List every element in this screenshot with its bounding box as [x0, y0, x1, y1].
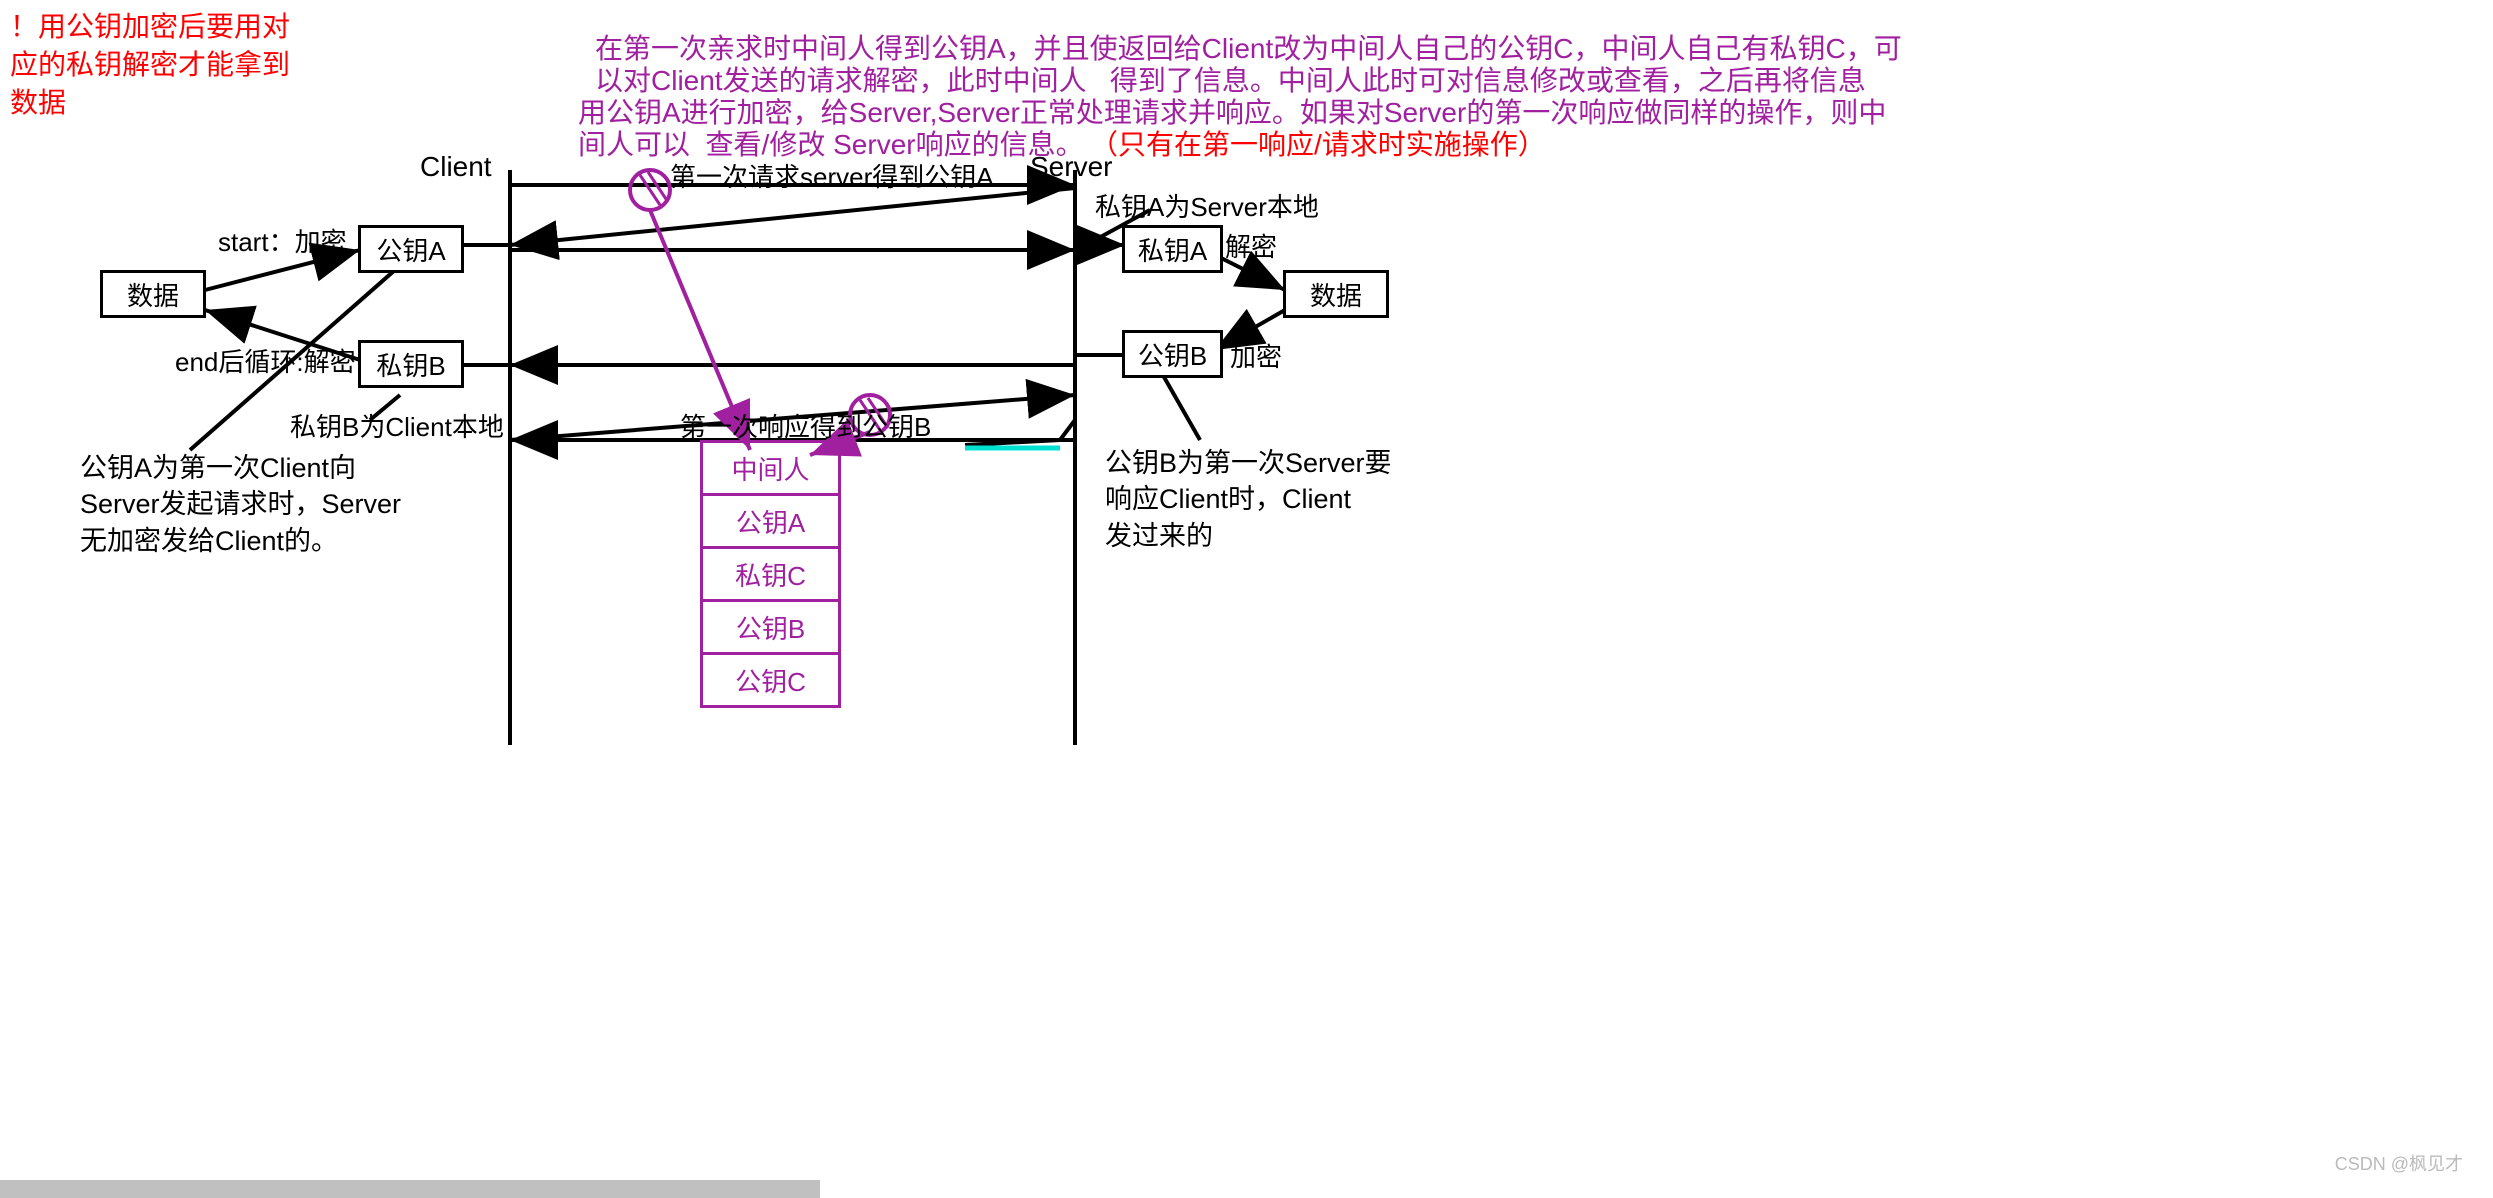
privA-local-label: 私钥A为Server本地	[1095, 190, 1319, 225]
privB-box: 私钥B	[358, 340, 464, 388]
mitm-r2-box: 私钥C	[700, 546, 841, 602]
privA-box: 私钥A	[1122, 225, 1223, 273]
encrypt-label: 加密	[1230, 340, 1282, 375]
end-loop-label: end后循环:解密	[175, 345, 356, 380]
data-right-box: 数据	[1283, 270, 1389, 318]
privB-local-label: 私钥B为Client本地	[290, 410, 504, 445]
first-req-label: 第一次请求server得到公钥A	[670, 160, 994, 195]
pubA: 公钥A	[376, 231, 445, 268]
privB: 私钥B	[376, 346, 445, 383]
note-a: 公钥A为第一次Client向 Server发起请求时，Server 无加密发给C…	[80, 450, 401, 559]
mitm-title-box: 中间人	[700, 440, 841, 496]
mitm-r3: 公钥B	[736, 609, 805, 646]
pubB-box: 公钥B	[1122, 330, 1223, 378]
client-label: Client	[420, 148, 492, 186]
mitm-r4: 公钥C	[735, 662, 806, 699]
para-line4a: 间人可以 查看/修改 Server响应的信息。	[578, 126, 1091, 164]
mitm-r1-box: 公钥A	[700, 493, 841, 549]
dataR: 数据	[1310, 276, 1362, 313]
note-b: 公钥B为第一次Server要 响应Client时，Client 发过来的	[1105, 445, 1392, 554]
server-label: Server	[1030, 148, 1112, 186]
pubA-box: 公钥A	[358, 225, 464, 273]
mitm-r1: 公钥A	[736, 503, 805, 540]
diagram-svg	[0, 0, 2493, 1198]
warning-text: ！用公钥加密后要用对 应的私钥解密才能拿到 数据	[10, 8, 290, 121]
mitm-title: 中间人	[731, 450, 809, 487]
horizontal-scrollbar[interactable]	[0, 1180, 820, 1198]
data-left-box: 数据	[100, 270, 206, 318]
diagram-stage: { "colors":{ "red":"#ff0000", "purple":"…	[0, 0, 2493, 1198]
privA: 私钥A	[1138, 231, 1207, 268]
mitm-r2: 私钥C	[735, 556, 806, 593]
mitm-r3-box: 公钥B	[700, 599, 841, 655]
mitm-r4-box: 公钥C	[700, 652, 841, 708]
para-line4b: （只有在第一响应/请求时实施操作）	[1090, 126, 1546, 164]
watermark: CSDN @枫见才	[2335, 1150, 2463, 1176]
pubB: 公钥B	[1138, 336, 1207, 373]
start-enc-label: start：加密	[218, 225, 347, 260]
decrypt-label: 解密	[1225, 230, 1277, 265]
data-left: 数据	[127, 276, 179, 313]
